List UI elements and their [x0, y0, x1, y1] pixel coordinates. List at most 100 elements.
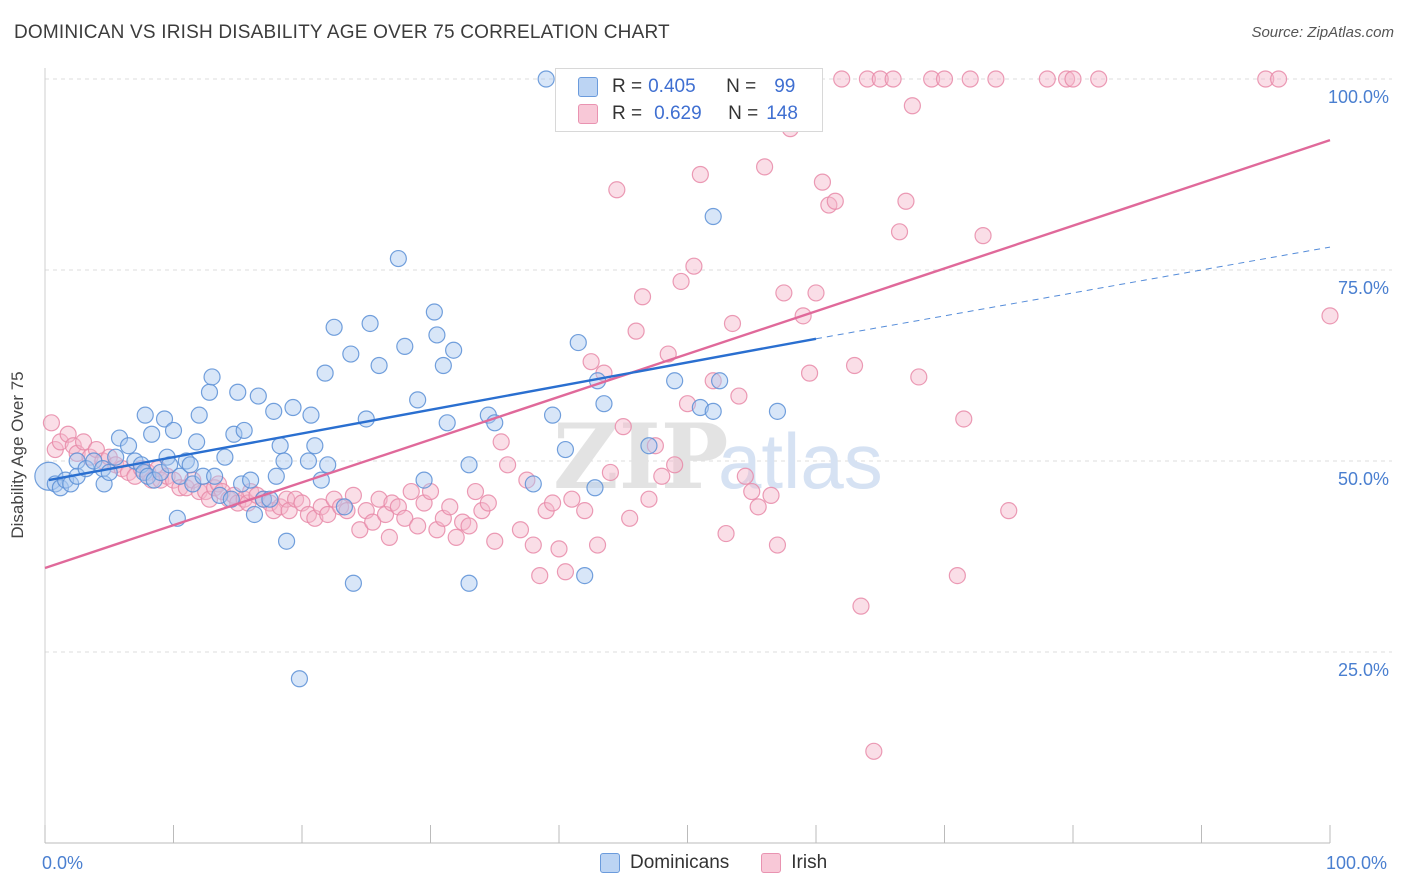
dominicans-point	[711, 372, 729, 390]
dominicans-point	[556, 440, 575, 459]
irish-point	[441, 498, 459, 516]
irish-point	[890, 223, 909, 241]
irish-point	[499, 456, 517, 474]
dominicans-point	[460, 456, 478, 474]
irish-point	[543, 494, 562, 512]
irish-point	[588, 536, 607, 554]
irish-point	[42, 414, 61, 432]
irish-point	[479, 494, 497, 512]
dominicans-point	[576, 566, 594, 585]
dominicans-point	[171, 467, 189, 485]
dominicans-point	[537, 70, 555, 88]
stats-legend-row-dominicans: R = 0.405 N = 99	[578, 75, 795, 99]
irish-point	[364, 513, 382, 531]
dominicans-point	[409, 391, 427, 409]
dominicans-point	[434, 356, 452, 375]
irish-point	[1269, 70, 1288, 88]
dominicans-point	[691, 398, 709, 417]
r-value: 0.405	[648, 76, 696, 97]
irish-point	[640, 490, 658, 508]
irish-point	[1038, 70, 1056, 88]
r-label: R =	[612, 103, 643, 124]
irish-point	[755, 158, 774, 176]
dominicans-point	[569, 333, 587, 352]
irish-point	[74, 433, 93, 451]
r-label: R =	[612, 76, 643, 97]
gridlines	[45, 78, 1392, 653]
irish-point	[884, 70, 902, 88]
dominicans-point	[586, 479, 604, 497]
irish-point	[486, 532, 504, 550]
series-legend: Dominicans Irish	[600, 852, 859, 874]
dominicans-point	[666, 372, 684, 390]
dominicans-point	[428, 326, 446, 344]
irish-point	[409, 517, 427, 535]
dominicans-point	[107, 448, 125, 466]
irish-point	[402, 482, 420, 501]
irish-point	[633, 288, 652, 306]
irish-point	[845, 356, 864, 375]
dominicans-point	[222, 490, 240, 508]
irish-point	[871, 70, 889, 88]
irish-point	[492, 433, 510, 451]
dominicans-trend-extension	[815, 246, 1331, 340]
watermark-zip: ZIP	[553, 404, 728, 510]
irish-point	[396, 509, 414, 527]
irish-point	[961, 70, 979, 88]
irish-point	[807, 284, 825, 302]
dominicans-trend-line	[48, 337, 817, 482]
dominicans-point	[396, 337, 414, 355]
irish-swatch	[578, 104, 598, 124]
irish-point	[730, 387, 748, 405]
irish-point	[556, 563, 575, 581]
irish-point	[987, 70, 1005, 88]
irish-point	[717, 524, 735, 543]
irish-point	[344, 486, 362, 504]
y-tick-label-50: 50.0%	[1338, 469, 1390, 489]
dominicans-point	[325, 318, 343, 336]
irish-point	[608, 181, 626, 199]
irish-point	[1090, 70, 1108, 88]
dominicans-point	[704, 207, 722, 226]
dominicans-point	[361, 314, 379, 333]
irish-point	[685, 257, 703, 275]
n-value: 99	[774, 76, 796, 97]
dominicans-point	[206, 467, 224, 485]
irish-point	[813, 173, 832, 191]
irish-point	[955, 410, 973, 428]
dominicans-point	[181, 456, 199, 474]
x-tick-label-0: 0.0%	[42, 853, 84, 873]
dominicans-point	[445, 341, 463, 359]
dominicans-point	[389, 249, 407, 268]
irish-trend-line	[44, 138, 1331, 570]
dominicans-point	[229, 383, 247, 401]
irish-legend-label: Irish	[791, 852, 828, 873]
dominicans-point	[460, 574, 478, 592]
irish-point	[800, 364, 819, 382]
irish-point	[511, 521, 530, 539]
dominicans-point	[595, 395, 613, 413]
axes	[44, 68, 1331, 844]
irish-point	[723, 314, 742, 333]
dominicans-point	[235, 421, 253, 440]
irish-point	[948, 566, 966, 585]
dominicans-point	[284, 398, 302, 417]
dominicans-point	[640, 437, 658, 455]
irish-point	[563, 490, 581, 508]
dominicans-point	[203, 368, 221, 386]
dominicans-point	[245, 505, 264, 524]
dominicans-point	[316, 364, 334, 382]
dominicans-point	[768, 402, 787, 420]
dominicans-points	[34, 70, 787, 688]
irish-point	[601, 463, 620, 482]
dominicans-point	[216, 448, 234, 466]
irish-point	[858, 70, 877, 88]
irish-point	[974, 227, 992, 245]
irish-point	[524, 536, 542, 554]
legend-item-irish[interactable]: Irish	[761, 852, 827, 874]
irish-point	[935, 70, 954, 88]
irish-point	[736, 467, 754, 485]
irish-point	[903, 97, 921, 115]
legend-item-dominicans[interactable]: Dominicans	[600, 852, 729, 874]
